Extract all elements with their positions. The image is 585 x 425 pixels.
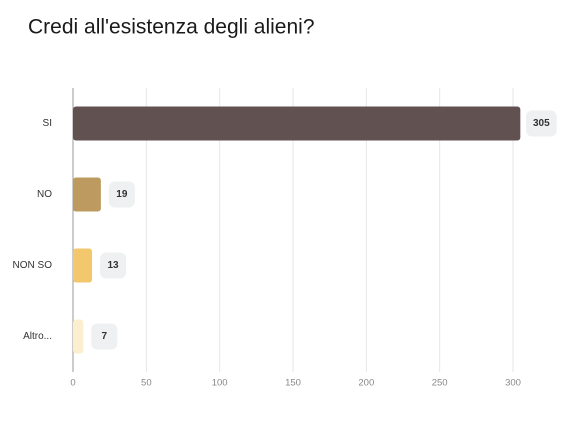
- bar: [73, 106, 521, 141]
- y-tick-label: SI: [43, 118, 52, 129]
- x-tick-label: 100: [212, 378, 228, 389]
- value-label: 19: [116, 189, 128, 200]
- bar: [73, 248, 93, 283]
- y-tick-label: Altro...: [23, 331, 52, 342]
- x-tick-label: 250: [432, 378, 448, 389]
- value-label: 7: [101, 331, 107, 342]
- value-label: 13: [108, 260, 120, 271]
- value-label-box: [91, 323, 118, 350]
- y-tick-label: NO: [37, 189, 52, 200]
- y-tick-label: NON SO: [13, 260, 53, 271]
- x-tick-label: 200: [358, 378, 374, 389]
- bar: [73, 319, 84, 354]
- x-tick-label: 150: [285, 378, 301, 389]
- x-tick-label: 300: [505, 378, 521, 389]
- chart-title: Credi all'esistenza degli alieni?: [28, 16, 315, 39]
- x-tick-label: 50: [141, 378, 152, 389]
- x-tick-label: 0: [70, 378, 75, 389]
- value-label-box: [100, 252, 127, 279]
- value-label-box: [108, 181, 135, 208]
- value-label-box: [525, 110, 557, 137]
- bar: [73, 177, 101, 212]
- value-label: 305: [533, 118, 550, 129]
